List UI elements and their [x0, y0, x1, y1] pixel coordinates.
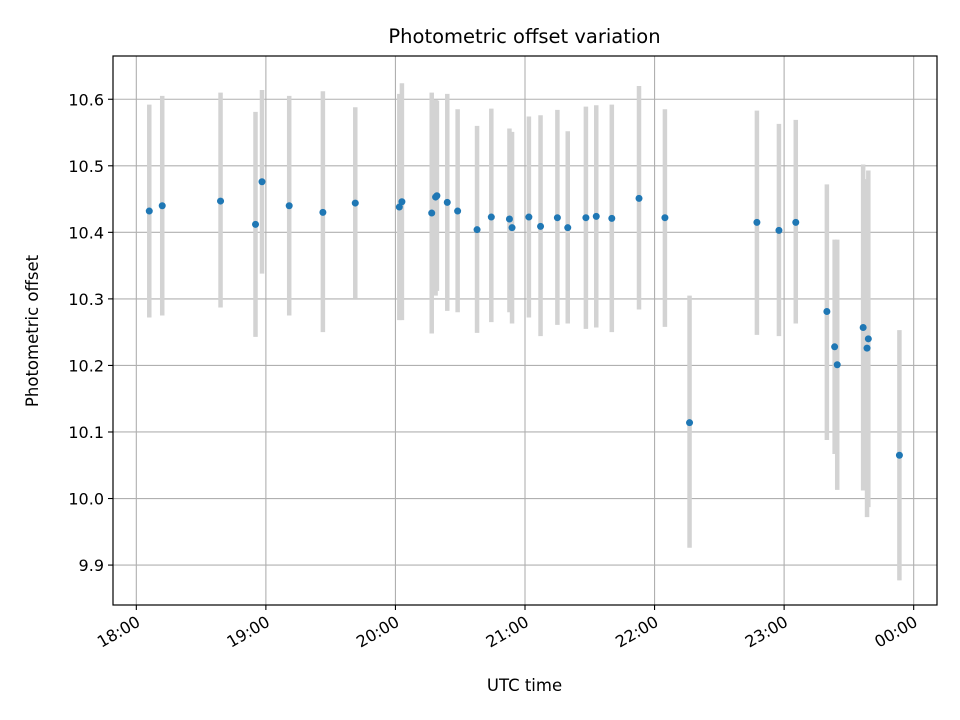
- data-point: [398, 198, 406, 206]
- data-point: [753, 218, 761, 226]
- data-point: [635, 194, 643, 202]
- data-point: [258, 178, 266, 186]
- data-point: [487, 213, 495, 221]
- data-point: [217, 197, 225, 205]
- data-point: [285, 202, 293, 210]
- data-point: [895, 451, 903, 459]
- data-point: [859, 324, 867, 332]
- data-point: [525, 213, 533, 221]
- y-axis-title: Photometric offset: [23, 254, 42, 407]
- data-point: [505, 215, 513, 223]
- data-point: [553, 214, 561, 222]
- data-point: [443, 198, 451, 206]
- data-point: [351, 199, 359, 207]
- data-points: [145, 178, 903, 459]
- data-point: [158, 202, 166, 210]
- chart-title: Photometric offset variation: [388, 25, 660, 48]
- data-point: [564, 224, 572, 232]
- data-point: [433, 192, 441, 200]
- data-point: [608, 214, 616, 222]
- y-tick-label: 10.1: [68, 423, 104, 442]
- data-point: [592, 212, 600, 220]
- data-point: [508, 224, 516, 232]
- data-point: [473, 226, 481, 234]
- data-point: [686, 419, 694, 427]
- y-tick-label: 10.4: [68, 223, 104, 242]
- data-point: [319, 208, 327, 216]
- data-point: [145, 207, 153, 215]
- data-point: [582, 214, 590, 222]
- data-point: [864, 335, 872, 343]
- y-tick-label: 10.0: [68, 490, 104, 509]
- grid: [113, 56, 937, 605]
- y-tick-label: 9.9: [79, 556, 104, 575]
- y-tick-label: 10.6: [68, 90, 104, 109]
- data-point: [252, 220, 260, 228]
- y-tick-label: 10.2: [68, 356, 104, 375]
- data-point: [863, 344, 871, 352]
- data-point: [454, 207, 462, 215]
- data-point: [831, 343, 839, 351]
- y-axis-ticks: 9.9 10.0 10.1 10.2 10.3 10.4 10.5 10.6: [68, 90, 113, 575]
- data-point: [823, 308, 831, 316]
- y-tick-label: 10.5: [68, 157, 104, 176]
- data-point: [833, 361, 841, 369]
- x-axis-title: UTC time: [487, 676, 562, 695]
- data-point: [428, 209, 436, 217]
- data-point: [661, 214, 669, 222]
- data-point: [792, 218, 800, 226]
- data-point: [537, 222, 545, 230]
- y-tick-label: 10.3: [68, 290, 104, 309]
- data-point: [775, 226, 783, 234]
- data-point: [395, 203, 403, 211]
